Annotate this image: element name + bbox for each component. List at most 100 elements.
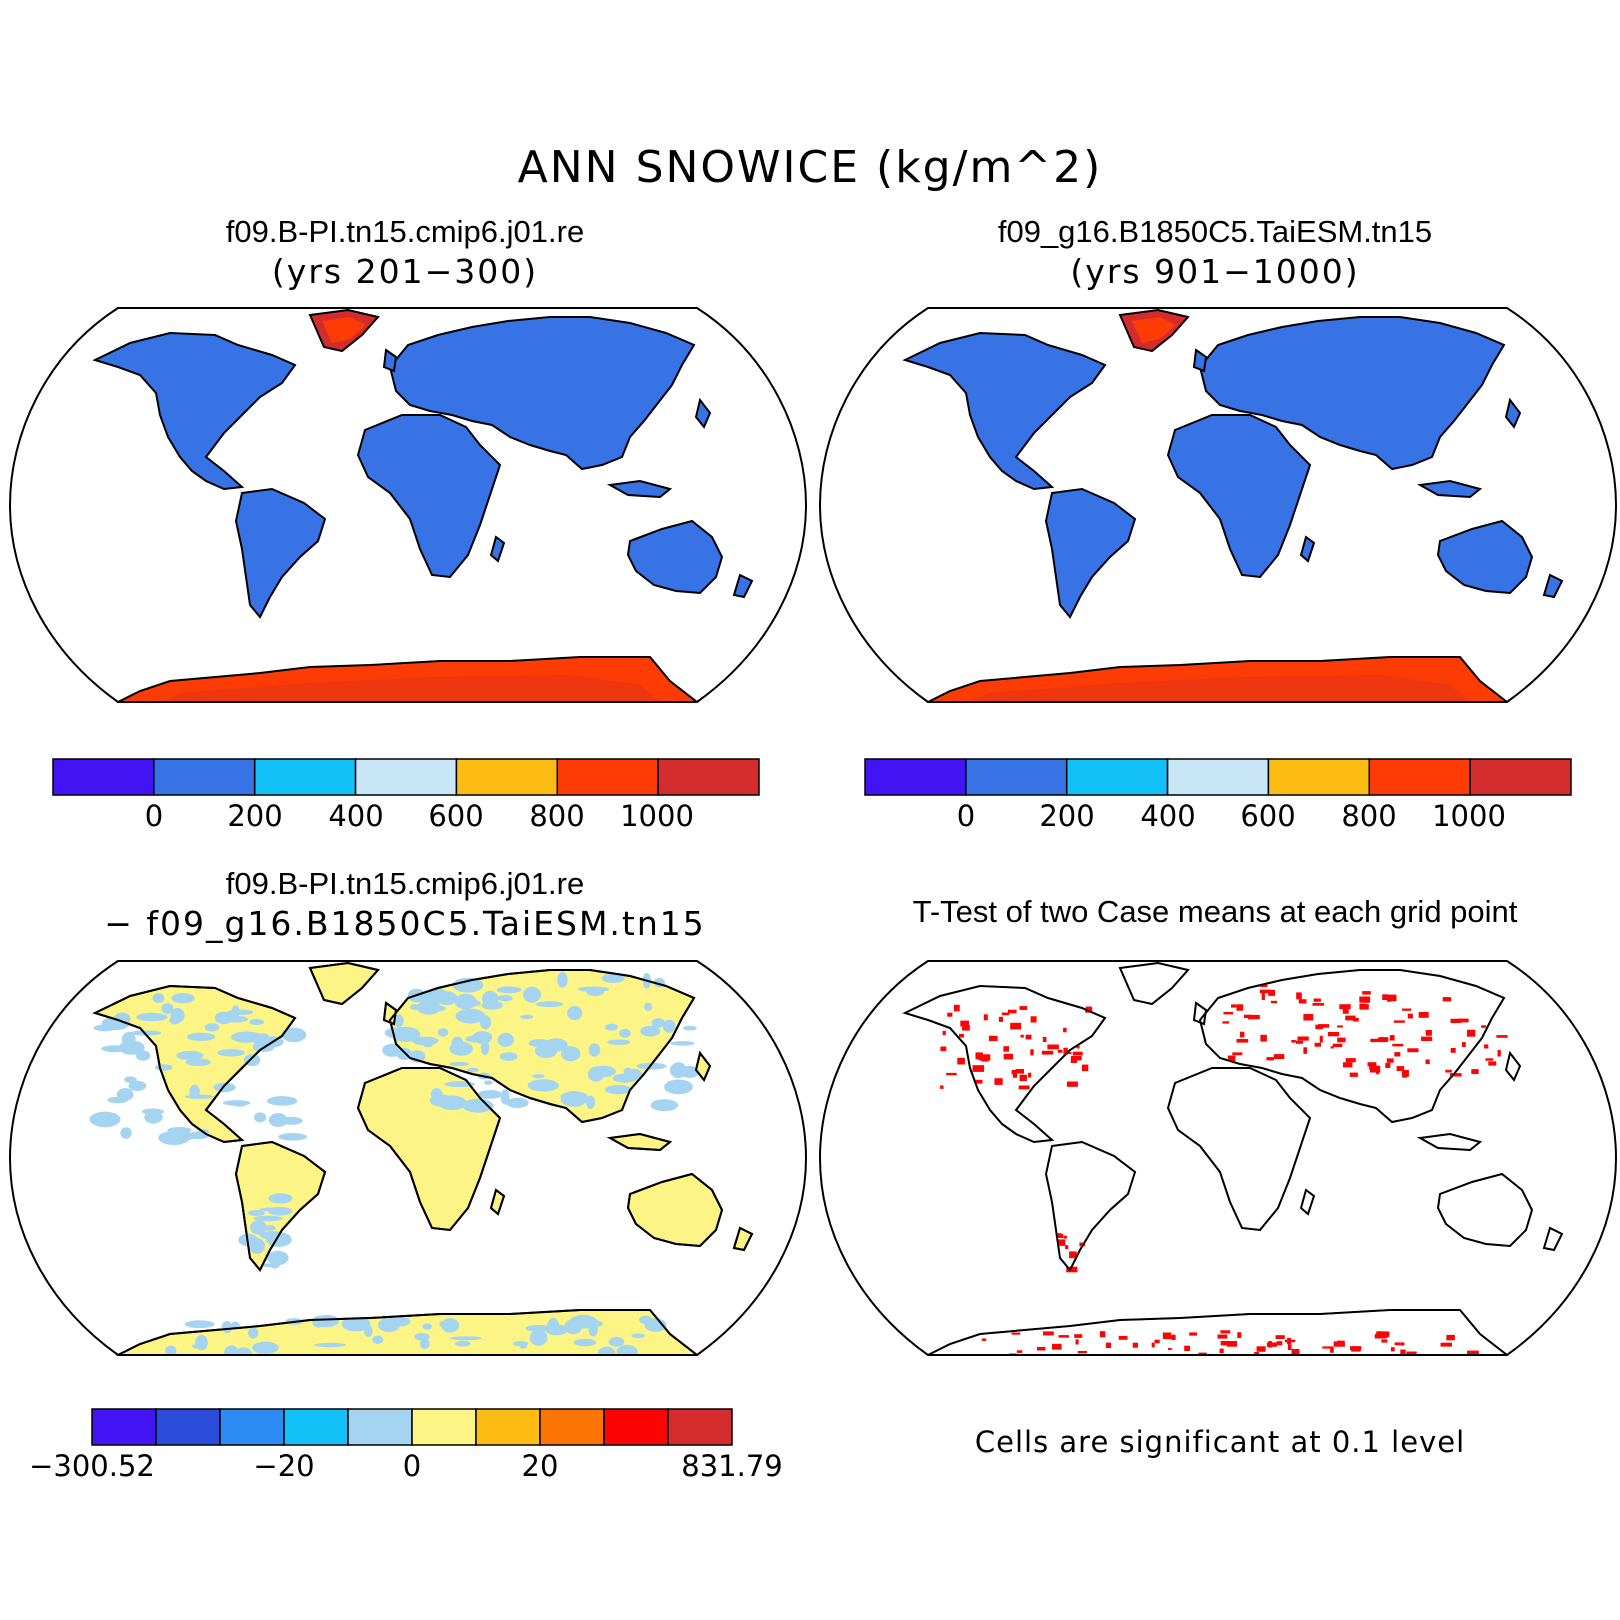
significant-cell bbox=[959, 1033, 964, 1038]
snow-difference-patch bbox=[484, 1080, 493, 1085]
significant-cell bbox=[1291, 1040, 1296, 1043]
snow-difference-patch bbox=[101, 1045, 128, 1053]
significant-cell bbox=[1198, 1352, 1207, 1355]
significant-cell bbox=[1381, 1339, 1388, 1343]
colorbar-swatch bbox=[52, 758, 155, 796]
significant-cell bbox=[1370, 1038, 1379, 1043]
significant-cell bbox=[1003, 1053, 1014, 1060]
landmass-britain bbox=[1192, 348, 1208, 373]
snow-difference-patch bbox=[254, 1112, 267, 1123]
coastline-greenland bbox=[1118, 962, 1190, 1005]
colorbar-swatch bbox=[347, 1408, 413, 1446]
snow-difference-patch bbox=[136, 1050, 151, 1061]
snow-difference-patch bbox=[529, 1329, 548, 1346]
snow-difference-patch bbox=[631, 1333, 645, 1338]
significant-cell bbox=[1418, 1012, 1429, 1018]
map-background bbox=[820, 961, 1616, 1355]
coastline-antarctica bbox=[117, 1309, 700, 1355]
snow-difference-patch bbox=[268, 1206, 293, 1216]
significant-cell bbox=[1018, 1085, 1030, 1090]
significant-cell bbox=[954, 1004, 960, 1012]
significant-cell bbox=[942, 1030, 946, 1036]
significant-cell bbox=[1359, 996, 1371, 1003]
significant-cell bbox=[1168, 1348, 1172, 1351]
significant-cell bbox=[1485, 1058, 1494, 1061]
significant-cell bbox=[1069, 1251, 1077, 1259]
snow-difference-patch bbox=[281, 1027, 307, 1043]
significant-cell bbox=[983, 1014, 988, 1021]
significant-cell bbox=[1425, 1030, 1432, 1036]
snow-difference-patch bbox=[204, 1023, 220, 1032]
snow-difference-patch bbox=[520, 1014, 534, 1019]
snow-difference-patch bbox=[532, 1074, 545, 1079]
snow-difference-patch bbox=[454, 1340, 471, 1347]
snow-difference-patch bbox=[535, 1043, 557, 1059]
coastline-madagascar bbox=[489, 1188, 506, 1216]
significant-cell bbox=[1270, 1000, 1277, 1004]
greenland-ice-core bbox=[322, 317, 366, 343]
coastline-south-america bbox=[1045, 1141, 1136, 1272]
snow-difference-patch bbox=[250, 1220, 267, 1235]
snow-difference-patch bbox=[121, 1032, 136, 1046]
snow-difference-patch bbox=[267, 1096, 298, 1106]
snow-difference-patch bbox=[605, 1085, 632, 1095]
significant-cell bbox=[1342, 1007, 1349, 1014]
significant-cell bbox=[1231, 1004, 1237, 1008]
significant-cell bbox=[1273, 1054, 1285, 1059]
significant-cell bbox=[1236, 1004, 1244, 1011]
significant-cell bbox=[1407, 1013, 1413, 1019]
colorbar-label: 0 bbox=[402, 1449, 422, 1483]
snow-difference-patch bbox=[651, 1018, 665, 1028]
colorbar-swatch bbox=[455, 758, 559, 796]
snow-difference-patch bbox=[414, 1333, 430, 1341]
landmass-new-zealand bbox=[732, 573, 754, 599]
significant-cell bbox=[998, 1016, 1003, 1022]
significant-cell bbox=[1450, 1048, 1456, 1053]
significant-cell bbox=[1390, 1347, 1395, 1352]
snow-difference-patch bbox=[525, 1324, 552, 1332]
significant-cell bbox=[1496, 1035, 1508, 1038]
significant-cell bbox=[972, 1065, 985, 1072]
landmass-indonesia bbox=[606, 479, 673, 499]
colorbar-label: 600 bbox=[1240, 799, 1296, 833]
significant-cell bbox=[1020, 1034, 1024, 1038]
snow-difference-patch bbox=[341, 1316, 371, 1332]
significant-cell bbox=[1171, 1334, 1176, 1340]
landmass-japan bbox=[694, 397, 712, 429]
significant-cell bbox=[974, 1079, 983, 1084]
snow-difference-patch bbox=[449, 1062, 469, 1067]
significant-cell bbox=[1057, 1239, 1066, 1246]
significant-cell bbox=[1066, 1052, 1072, 1055]
significant-cell bbox=[1030, 1016, 1037, 1023]
significant-cell bbox=[962, 1024, 970, 1031]
significant-cell bbox=[1030, 1049, 1034, 1056]
colorbar-label: 20 bbox=[521, 1449, 559, 1483]
colorbar-label: 200 bbox=[1039, 799, 1095, 833]
significant-cell bbox=[1010, 1022, 1022, 1030]
significant-cell bbox=[1461, 1042, 1466, 1047]
significant-cell bbox=[1378, 1037, 1389, 1043]
snow-difference-patch bbox=[573, 1338, 597, 1347]
significant-cell bbox=[981, 1338, 987, 1341]
snow-difference-patch bbox=[364, 1325, 373, 1337]
colorbar-swatch bbox=[1065, 758, 1169, 796]
significant-cell bbox=[1261, 993, 1265, 1000]
significant-cell bbox=[1254, 1352, 1259, 1355]
colorbar-swatch bbox=[965, 758, 1068, 796]
snow-difference-patch bbox=[428, 988, 449, 1004]
snow-difference-patch bbox=[588, 1320, 598, 1337]
significant-cell bbox=[1015, 1069, 1024, 1074]
snow-difference-patch bbox=[372, 1335, 384, 1344]
snow-difference-patch bbox=[222, 1100, 251, 1106]
snow-difference-patch bbox=[154, 1064, 173, 1071]
significant-cell bbox=[1389, 1036, 1394, 1040]
colorbar-swatch bbox=[603, 1408, 669, 1446]
top-left-title: f09.B-PI.tn15.cmip6.j01.re bbox=[225, 214, 585, 249]
map-case1 bbox=[8, 307, 808, 703]
snow-difference-patch bbox=[161, 1003, 174, 1014]
snow-difference-patch bbox=[607, 1039, 631, 1045]
significant-cell bbox=[994, 1078, 1003, 1085]
snow-difference-patch bbox=[391, 1026, 421, 1043]
significant-cell bbox=[1236, 1039, 1249, 1043]
significant-cell bbox=[1151, 1342, 1155, 1348]
